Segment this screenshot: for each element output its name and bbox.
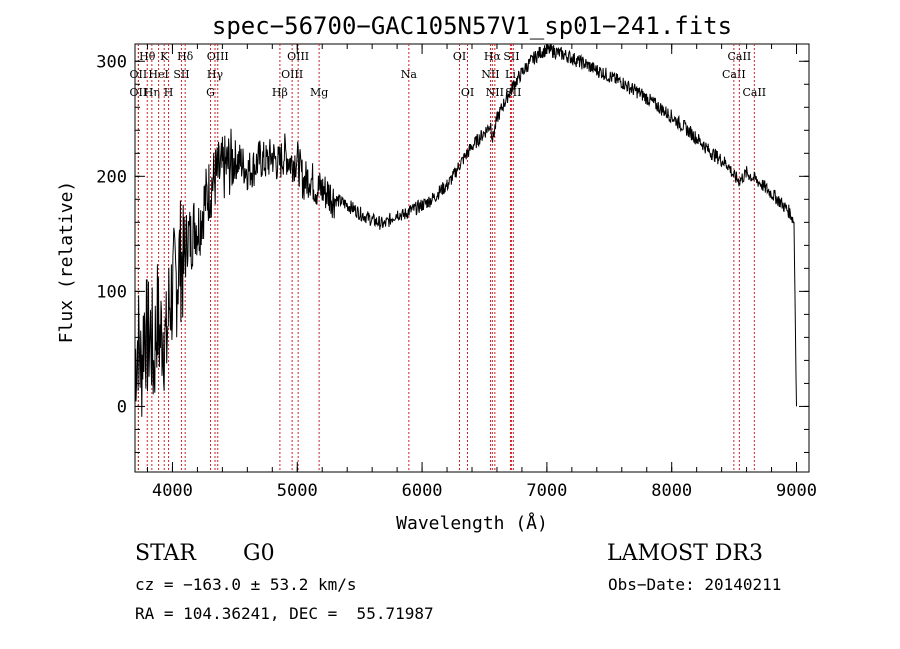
line-marker-label: G bbox=[206, 86, 215, 99]
y-axis-label: Flux (relative) bbox=[56, 181, 77, 344]
line-marker-label: SII bbox=[173, 68, 189, 81]
line-marker-label: SII bbox=[503, 50, 519, 63]
line-markers: OIIOIIHθHηHeIKHSIIHδGHγOIIIHβOIIIOIIIMgN… bbox=[130, 44, 766, 472]
cz-value: cz = −163.0 ± 53.2 km/s bbox=[135, 575, 357, 594]
x-tick-label: 8000 bbox=[651, 481, 692, 501]
line-marker-label: Hβ bbox=[272, 86, 288, 99]
x-tick-label: 6000 bbox=[402, 481, 443, 501]
series-layer bbox=[134, 43, 797, 417]
line-marker-label: Hη bbox=[144, 86, 160, 99]
line-marker-label: Hδ bbox=[177, 50, 194, 63]
spectral-subclass: G0 bbox=[243, 541, 275, 566]
chart-title: spec−56700−GAC105N57V1_sp01−241.fits bbox=[212, 12, 732, 40]
line-marker-label: CaII bbox=[728, 50, 752, 63]
line-marker-label: OIII bbox=[287, 50, 309, 63]
line-marker-label: OI bbox=[461, 86, 474, 99]
y-tick-label: 300 bbox=[96, 52, 127, 72]
line-marker-label: HeI bbox=[148, 68, 168, 81]
x-tick-label: 7000 bbox=[526, 481, 567, 501]
line-marker-label: CaII bbox=[722, 68, 746, 81]
line-marker-label: K bbox=[160, 50, 169, 63]
x-axis-label: Wavelength (Å) bbox=[396, 512, 548, 534]
coordinates: RA = 104.36241, DEC = 55.71987 bbox=[135, 604, 434, 623]
flux-series-line bbox=[134, 43, 797, 417]
y-tick-label: 100 bbox=[96, 282, 127, 302]
line-marker-label: OII bbox=[130, 68, 148, 81]
plot-frame bbox=[134, 43, 810, 473]
line-marker-label: OIII bbox=[281, 68, 303, 81]
x-tick-label: 5000 bbox=[277, 481, 318, 501]
object-class: STAR bbox=[135, 541, 196, 566]
line-marker-label: NII bbox=[481, 68, 499, 81]
line-marker-label: NII bbox=[486, 86, 504, 99]
line-marker-label: OI bbox=[453, 50, 466, 63]
obs-date: Obs−Date: 20140211 bbox=[608, 575, 782, 594]
axis-ticks: 4000 5000 6000 7000 8000 9000 0 100 200 300 bbox=[96, 44, 817, 501]
line-marker-label: Hγ bbox=[207, 68, 224, 81]
line-marker-label: OIII bbox=[207, 50, 229, 63]
line-marker-label: Li bbox=[505, 68, 516, 81]
x-tick-label: 9000 bbox=[776, 481, 817, 501]
line-marker-label: Na bbox=[401, 68, 418, 81]
y-tick-label: 0 bbox=[117, 397, 127, 417]
line-marker-label: H bbox=[164, 86, 174, 99]
line-marker-label: Mg bbox=[310, 86, 328, 99]
x-tick-label: 4000 bbox=[152, 481, 193, 501]
y-tick-label: 200 bbox=[96, 167, 127, 187]
survey-label: LAMOST DR3 bbox=[607, 541, 763, 566]
line-marker-label: Hα bbox=[484, 50, 502, 63]
line-marker-label: CaII bbox=[742, 86, 766, 99]
